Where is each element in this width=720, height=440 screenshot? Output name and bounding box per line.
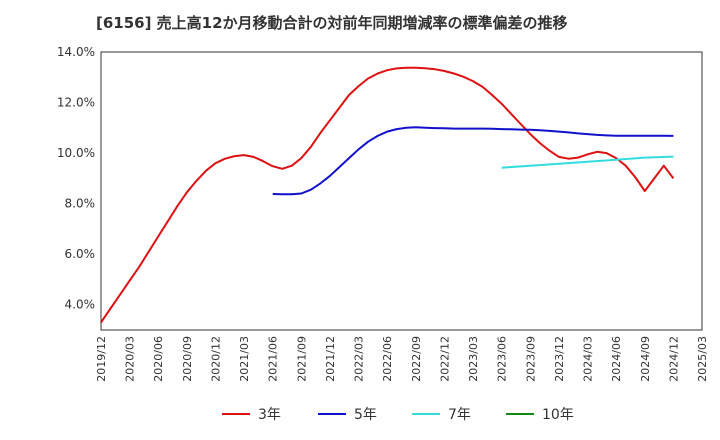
y-tick-label: 6.0% bbox=[65, 247, 96, 261]
x-tick-label: 2023/09 bbox=[524, 336, 537, 382]
chart-series bbox=[100, 66, 675, 323]
x-tick-label: 2022/12 bbox=[438, 336, 451, 382]
x-tick-label: 2024/12 bbox=[667, 336, 680, 382]
x-tick-label: 2024/03 bbox=[582, 336, 595, 382]
y-tick-label: 14.0% bbox=[57, 45, 95, 59]
x-tick-label: 2020/03 bbox=[124, 336, 137, 382]
y-axis-ticks: 4.0% 6.0% 8.0% 10.0% 12.0% 14.0% bbox=[57, 45, 95, 312]
series-line-2 bbox=[272, 126, 674, 196]
chart-title: [6156] 売上高12か月移動合計の対前年同期増減率の標準偏差の推移 bbox=[96, 14, 568, 32]
x-axis-ticks: 2019/12 2020/03 2020/06 2020/09 2020/12 2021/… bbox=[95, 336, 709, 382]
legend-label-4: 10年 bbox=[542, 407, 574, 423]
y-tick-label: 4.0% bbox=[65, 298, 96, 312]
legend-label-1: 3年 bbox=[258, 407, 281, 423]
x-tick-label: 2024/06 bbox=[610, 336, 623, 382]
legend-label-3: 7年 bbox=[448, 407, 471, 423]
x-tick-label: 2021/09 bbox=[295, 336, 308, 382]
x-tick-label: 2021/06 bbox=[267, 336, 280, 382]
y-tick-label: 8.0% bbox=[65, 197, 96, 211]
x-tick-label: 2019/12 bbox=[95, 336, 108, 382]
x-tick-label: 2025/03 bbox=[696, 336, 709, 382]
x-tick-label: 2021/12 bbox=[324, 336, 337, 382]
y-tick-label: 10.0% bbox=[57, 146, 95, 160]
x-tick-label: 2020/06 bbox=[152, 336, 165, 382]
x-tick-label: 2020/12 bbox=[209, 336, 222, 382]
chart-legend: 3年 5年 7年 10年 bbox=[222, 407, 574, 423]
plot-area bbox=[100, 51, 703, 331]
x-tick-label: 2023/03 bbox=[467, 336, 480, 382]
x-tick-label: 2022/06 bbox=[381, 336, 394, 382]
x-tick-label: 2022/09 bbox=[410, 336, 423, 382]
series-line-1 bbox=[100, 66, 675, 323]
x-tick-label: 2023/06 bbox=[496, 336, 509, 382]
x-tick-label: 2020/09 bbox=[181, 336, 194, 382]
chart-axes bbox=[100, 51, 703, 331]
x-tick-label: 2022/03 bbox=[353, 336, 366, 382]
x-tick-label: 2021/03 bbox=[238, 336, 251, 382]
legend-label-2: 5年 bbox=[354, 407, 377, 423]
series-line-3 bbox=[501, 155, 674, 169]
x-tick-label: 2023/12 bbox=[553, 336, 566, 382]
x-tick-label: 2024/09 bbox=[639, 336, 652, 382]
y-tick-label: 12.0% bbox=[57, 96, 95, 110]
